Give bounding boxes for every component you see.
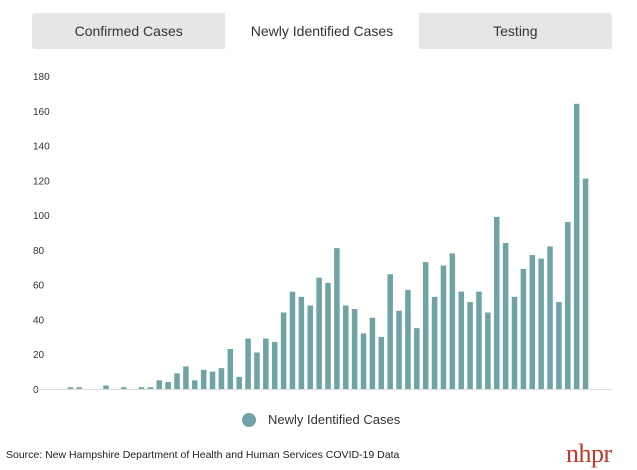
bar[interactable] [529, 255, 536, 389]
bar[interactable] [245, 338, 251, 389]
bar[interactable] [316, 277, 322, 389]
bar[interactable] [120, 387, 127, 389]
bar[interactable] [183, 366, 189, 389]
bar[interactable] [138, 387, 145, 389]
bar[interactable] [422, 262, 429, 389]
bar[interactable] [511, 296, 518, 389]
y-tick-label: 140 [33, 142, 50, 153]
bar[interactable] [405, 289, 411, 389]
y-axis: 0 20 40 60 80 100 120 140 160 180 [33, 72, 50, 396]
bar[interactable] [263, 338, 269, 389]
y-tick-label: 80 [33, 246, 45, 257]
bar[interactable] [396, 310, 402, 389]
bar[interactable] [538, 258, 544, 389]
bar[interactable] [378, 336, 385, 389]
tab-testing[interactable]: Testing [493, 23, 538, 39]
y-tick-label: 100 [33, 211, 50, 222]
bar[interactable] [458, 291, 464, 389]
bar[interactable] [209, 371, 216, 389]
bar[interactable] [271, 342, 278, 389]
tab-bar: Confirmed Cases Newly Identified Cases T… [32, 13, 612, 49]
bar[interactable] [103, 385, 109, 389]
y-tick-label: 160 [33, 107, 50, 118]
bar[interactable] [565, 222, 571, 389]
bar[interactable] [485, 312, 491, 389]
tab-newly-identified-cases[interactable]: Newly Identified Cases [225, 13, 419, 49]
bar-chart: 0 20 40 60 80 100 120 140 160 180 [32, 72, 612, 396]
bar[interactable] [76, 387, 83, 389]
bar[interactable] [440, 265, 447, 389]
y-tick-label: 0 [33, 385, 39, 396]
bar[interactable] [414, 328, 420, 389]
bar[interactable] [520, 269, 527, 389]
bar[interactable] [387, 274, 393, 389]
bar[interactable] [156, 380, 163, 389]
bar[interactable] [227, 349, 234, 389]
bar[interactable] [67, 387, 74, 389]
y-tick-label: 40 [33, 315, 45, 326]
bar[interactable] [218, 368, 225, 389]
bar[interactable] [298, 296, 305, 389]
legend-label: Newly Identified Cases [268, 412, 401, 427]
bar[interactable] [200, 369, 207, 389]
bar-series [67, 103, 589, 389]
nhpr-logo: nhpr [566, 439, 612, 468]
bar[interactable] [573, 103, 580, 389]
bar[interactable] [351, 309, 358, 389]
bar[interactable] [556, 302, 562, 389]
bar[interactable] [431, 296, 438, 389]
bar[interactable] [502, 242, 509, 389]
source-note: Source: New Hampshire Department of Heal… [6, 449, 400, 461]
bar[interactable] [280, 312, 287, 389]
bar[interactable] [547, 246, 553, 389]
bar[interactable] [467, 302, 473, 389]
bar[interactable] [254, 352, 260, 389]
bar[interactable] [476, 291, 482, 389]
y-tick-label: 180 [33, 72, 50, 83]
legend[interactable]: Newly Identified Cases [242, 412, 400, 427]
bar[interactable] [334, 248, 340, 389]
legend-marker-icon [242, 412, 256, 427]
bar[interactable] [343, 305, 349, 389]
bar[interactable] [360, 333, 367, 389]
bar[interactable] [174, 373, 180, 389]
tab-confirmed-cases[interactable]: Confirmed Cases [74, 23, 183, 39]
bar[interactable] [289, 291, 296, 389]
y-tick-label: 120 [33, 176, 50, 187]
bar[interactable] [369, 317, 376, 389]
y-tick-label: 60 [33, 281, 45, 292]
bar[interactable] [449, 253, 456, 389]
bar[interactable] [147, 387, 154, 389]
y-tick-label: 20 [33, 350, 45, 361]
bar[interactable] [493, 216, 500, 389]
bar[interactable] [582, 178, 589, 389]
bar[interactable] [236, 376, 242, 389]
bar[interactable] [325, 282, 331, 389]
bar[interactable] [165, 382, 171, 389]
bar[interactable] [307, 305, 313, 389]
bar[interactable] [192, 380, 198, 389]
